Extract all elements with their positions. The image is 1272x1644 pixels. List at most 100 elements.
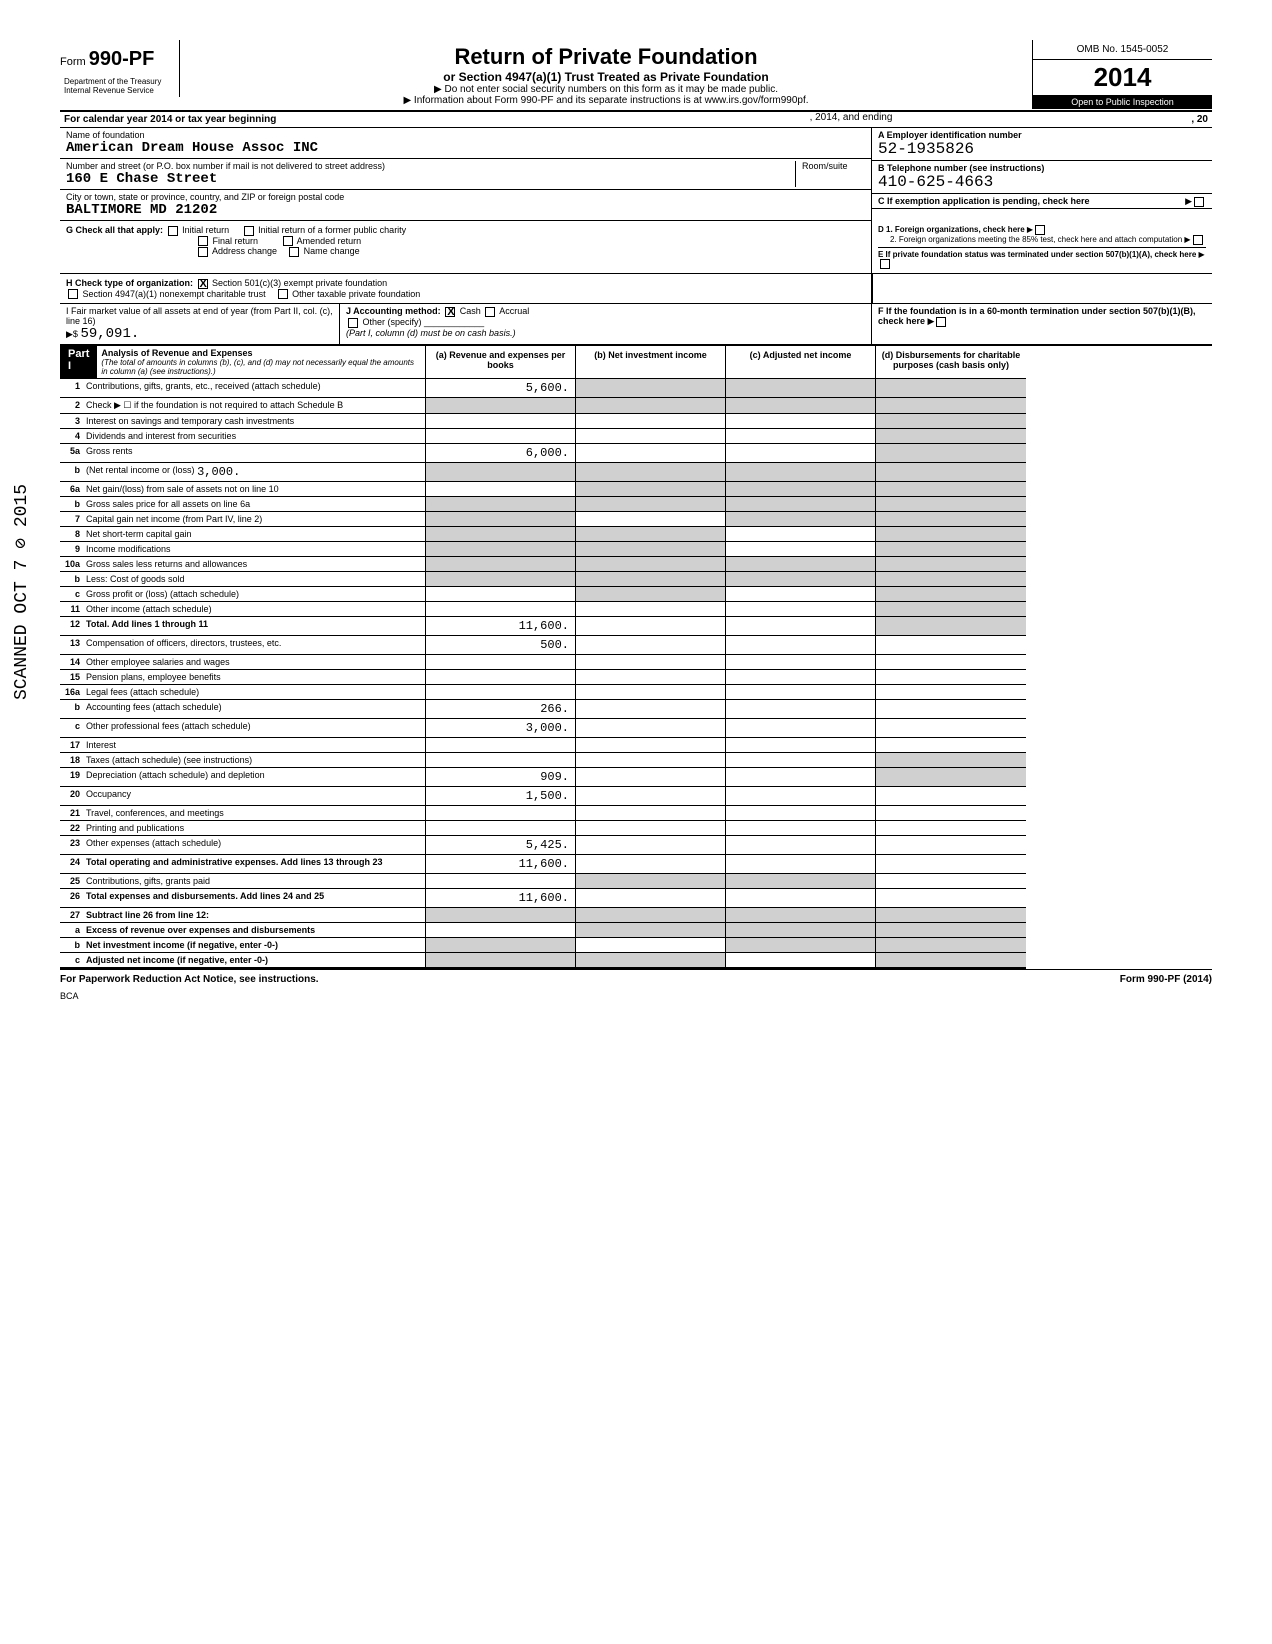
r22-a: [426, 821, 576, 836]
r2-b: [576, 398, 726, 414]
g-initial-checkbox[interactable]: [168, 226, 178, 236]
col-d-header: (d) Disbursements for charitable purpose…: [876, 346, 1026, 379]
phone-cell: B Telephone number (see instructions) 41…: [872, 161, 1212, 194]
h-section: H Check type of organization: Section 50…: [60, 274, 1212, 304]
h-opt2: Section 4947(a)(1) nonexempt charitable …: [83, 289, 266, 299]
g-name-checkbox[interactable]: [289, 247, 299, 257]
street-address: 160 E Chase Street: [66, 171, 795, 187]
title-note-2: ▶ Information about Form 990-PF and its …: [188, 95, 1024, 106]
r2-num: 2: [64, 400, 86, 411]
d2-checkbox[interactable]: [1193, 235, 1203, 245]
d2-label: 2. Foreign organizations meeting the 85%…: [878, 235, 1206, 245]
r10c-a: [426, 587, 576, 602]
h-opt3: Other taxable private foundation: [292, 289, 420, 299]
r20-d: [876, 787, 1026, 806]
r14-d: [876, 655, 1026, 670]
r25-num: 25: [64, 876, 86, 886]
c-checkbox[interactable]: [1194, 197, 1204, 207]
g-former-checkbox[interactable]: [244, 226, 254, 236]
r22-c: [726, 821, 876, 836]
h-opt1: Section 501(c)(3) exempt private foundat…: [212, 278, 387, 288]
r27a-d: [876, 923, 1026, 938]
h-501c3-checkbox[interactable]: [198, 279, 208, 289]
r5b-a: [426, 463, 576, 482]
g-address-checkbox[interactable]: [198, 247, 208, 257]
j-label: J Accounting method:: [346, 306, 441, 316]
r20-b: [576, 787, 726, 806]
r11-b: [576, 602, 726, 617]
r6b-b: [576, 497, 726, 512]
r4-c: [726, 429, 876, 444]
r2-d: [876, 398, 1026, 414]
r10b-num: b: [64, 574, 86, 584]
j-other-checkbox[interactable]: [348, 318, 358, 328]
r4-desc: Dividends and interest from securities: [86, 431, 236, 441]
r11-num: 11: [64, 604, 86, 614]
r8-b: [576, 527, 726, 542]
r16a-d: [876, 685, 1026, 700]
r10a-a: [426, 557, 576, 572]
r3-a: [426, 414, 576, 429]
r27c-b: [576, 953, 726, 969]
d1-checkbox[interactable]: [1035, 225, 1045, 235]
j-accrual-checkbox[interactable]: [485, 307, 495, 317]
r10b-c: [726, 572, 876, 587]
r13-c: [726, 636, 876, 655]
f-checkbox[interactable]: [936, 317, 946, 327]
r20-num: 20: [64, 789, 86, 803]
r23-num: 23: [64, 838, 86, 852]
r9-a: [426, 542, 576, 557]
cal-year-text: For calendar year 2014 or tax year begin…: [64, 114, 276, 125]
r9-c: [726, 542, 876, 557]
r27b-d: [876, 938, 1026, 953]
r5b-d: [876, 463, 1026, 482]
r18-b: [576, 753, 726, 768]
phone-label: B Telephone number (see instructions): [878, 163, 1206, 173]
ein-cell: A Employer identification number 52-1935…: [872, 128, 1212, 161]
r8-num: 8: [64, 529, 86, 539]
r16b-c: [726, 700, 876, 719]
r27b-c: [726, 938, 876, 953]
h-4947-checkbox[interactable]: [68, 289, 78, 299]
r16b-desc: Accounting fees (attach schedule): [86, 702, 222, 716]
c-label: C If exemption application is pending, c…: [878, 196, 1090, 206]
j-cash-checkbox[interactable]: [445, 307, 455, 317]
r25-d: [876, 874, 1026, 889]
r16a-desc: Legal fees (attach schedule): [86, 687, 199, 697]
j-other: Other (specify): [363, 317, 422, 327]
r26-a: 11,600.: [426, 889, 576, 908]
j-cash: Cash: [460, 306, 481, 316]
r16c-a: 3,000.: [426, 719, 576, 738]
title-block: Return of Private Foundation or Section …: [180, 40, 1032, 110]
i-prefix: ▶$: [66, 329, 78, 339]
bca-label: BCA: [60, 991, 1212, 1001]
identification-grid: Name of foundation American Dream House …: [60, 128, 1212, 221]
r19-desc: Depreciation (attach schedule) and deple…: [86, 770, 265, 784]
h-other-checkbox[interactable]: [278, 289, 288, 299]
r8-a: [426, 527, 576, 542]
g-amended-checkbox[interactable]: [283, 236, 293, 246]
footer-left: For Paperwork Reduction Act Notice, see …: [60, 974, 319, 985]
r24-desc: Total operating and administrative expen…: [86, 857, 383, 871]
r19-num: 19: [64, 770, 86, 784]
r12-b: [576, 617, 726, 636]
r14-a: [426, 655, 576, 670]
r22-desc: Printing and publications: [86, 823, 184, 833]
r12-num: 12: [64, 619, 86, 633]
r22-b: [576, 821, 726, 836]
r10b-b: [576, 572, 726, 587]
e-checkbox[interactable]: [880, 259, 890, 269]
g-final-checkbox[interactable]: [198, 236, 208, 246]
r3-d: [876, 414, 1026, 429]
r22-num: 22: [64, 823, 86, 833]
r6b-d: [876, 497, 1026, 512]
city-label: City or town, state or province, country…: [66, 192, 865, 202]
r1-num: 1: [64, 381, 86, 395]
r17-desc: Interest: [86, 740, 116, 750]
g-opt2: Final return: [213, 236, 259, 246]
r6a-desc: Net gain/(loss) from sale of assets not …: [86, 484, 279, 494]
r17-c: [726, 738, 876, 753]
r5a-c: [726, 444, 876, 463]
r24-c: [726, 855, 876, 874]
r27-c: [726, 908, 876, 923]
